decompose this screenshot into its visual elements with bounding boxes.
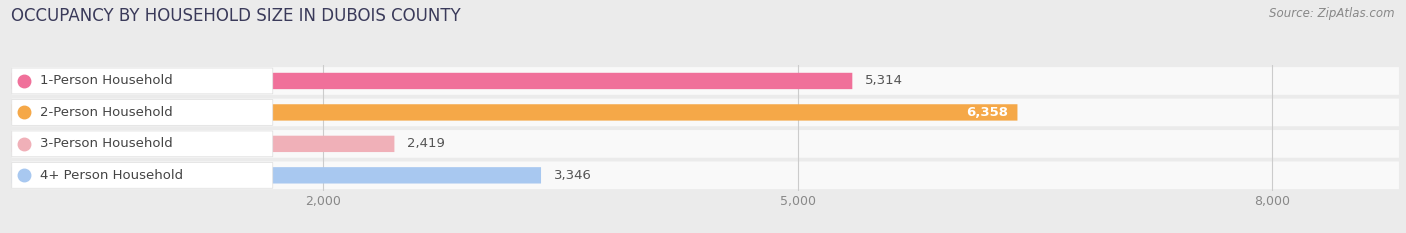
FancyBboxPatch shape	[11, 104, 1018, 121]
FancyBboxPatch shape	[11, 99, 1399, 126]
Text: 6,358: 6,358	[966, 106, 1008, 119]
Text: OCCUPANCY BY HOUSEHOLD SIZE IN DUBOIS COUNTY: OCCUPANCY BY HOUSEHOLD SIZE IN DUBOIS CO…	[11, 7, 461, 25]
Text: 5,314: 5,314	[865, 75, 903, 87]
Text: Source: ZipAtlas.com: Source: ZipAtlas.com	[1270, 7, 1395, 20]
FancyBboxPatch shape	[11, 68, 273, 94]
FancyBboxPatch shape	[11, 99, 273, 125]
Text: 1-Person Household: 1-Person Household	[41, 75, 173, 87]
FancyBboxPatch shape	[11, 130, 1399, 158]
FancyBboxPatch shape	[11, 136, 395, 152]
FancyBboxPatch shape	[11, 162, 273, 188]
Text: 4+ Person Household: 4+ Person Household	[41, 169, 183, 182]
Text: 3,346: 3,346	[554, 169, 592, 182]
Text: 2-Person Household: 2-Person Household	[41, 106, 173, 119]
Text: 3-Person Household: 3-Person Household	[41, 137, 173, 150]
FancyBboxPatch shape	[11, 167, 541, 184]
FancyBboxPatch shape	[11, 73, 852, 89]
FancyBboxPatch shape	[11, 131, 273, 157]
FancyBboxPatch shape	[11, 161, 1399, 189]
Text: 2,419: 2,419	[408, 137, 444, 150]
FancyBboxPatch shape	[11, 67, 1399, 95]
